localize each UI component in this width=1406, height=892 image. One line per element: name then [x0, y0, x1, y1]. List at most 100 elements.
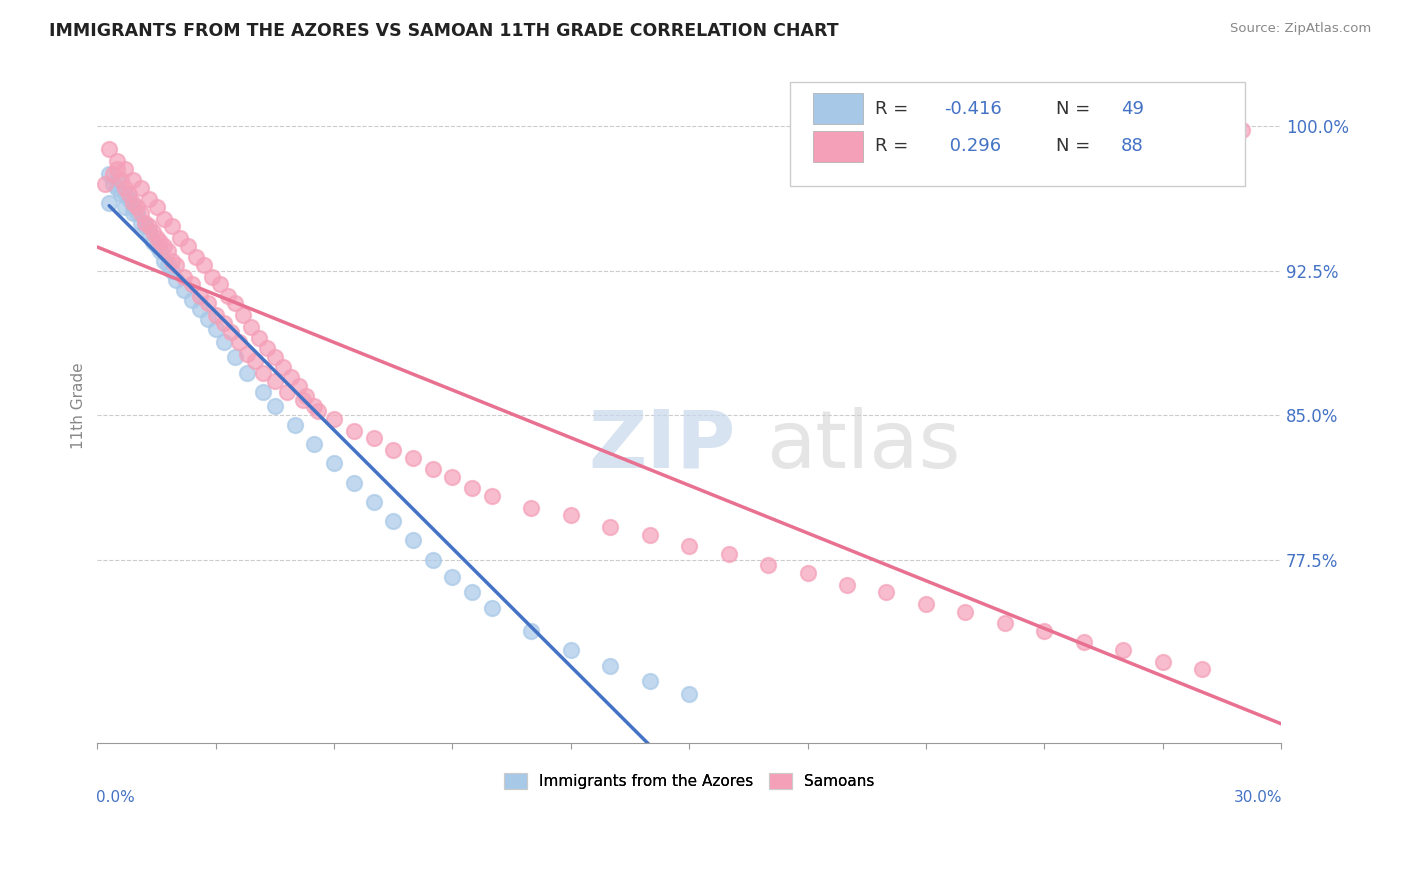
Point: [323, 456, 346, 470]
Point: [153, 254, 176, 268]
Point: [98, 142, 121, 156]
FancyBboxPatch shape: [814, 130, 863, 161]
Point: [461, 481, 484, 495]
Point: [101, 177, 124, 191]
Point: [121, 200, 143, 214]
Point: [402, 450, 425, 465]
Point: [224, 296, 246, 310]
Point: [129, 206, 152, 220]
Point: [264, 374, 287, 388]
Point: [105, 161, 128, 176]
Point: [169, 231, 191, 245]
Text: 88: 88: [1121, 137, 1144, 155]
Point: [481, 489, 503, 503]
Point: [256, 341, 278, 355]
Point: [162, 219, 184, 234]
Point: [232, 308, 254, 322]
Point: [145, 200, 167, 214]
Point: [193, 258, 215, 272]
Point: [915, 597, 938, 611]
Text: N =: N =: [1056, 100, 1097, 118]
Point: [955, 605, 977, 619]
Point: [138, 193, 160, 207]
Point: [756, 558, 779, 573]
Point: [142, 225, 165, 239]
Point: [110, 186, 132, 201]
Point: [173, 269, 195, 284]
Point: [118, 186, 141, 201]
Point: [1191, 662, 1213, 676]
Point: [208, 277, 231, 292]
Point: [276, 385, 298, 400]
Point: [153, 211, 176, 226]
Point: [307, 404, 329, 418]
Point: [678, 539, 700, 553]
Point: [796, 566, 818, 580]
Point: [212, 334, 235, 349]
Point: [1033, 624, 1056, 638]
Point: [134, 219, 156, 234]
Point: [875, 585, 897, 599]
Point: [134, 219, 156, 234]
Point: [138, 225, 160, 239]
Point: [441, 470, 464, 484]
Point: [145, 231, 167, 245]
Point: [121, 173, 143, 187]
Point: [105, 153, 128, 168]
Point: [114, 181, 136, 195]
Point: [599, 520, 621, 534]
Point: [165, 273, 187, 287]
FancyBboxPatch shape: [790, 82, 1246, 186]
Point: [184, 250, 207, 264]
Point: [125, 200, 148, 214]
Point: [118, 193, 141, 207]
Point: [94, 177, 117, 191]
Point: [243, 354, 266, 368]
Point: [162, 254, 184, 268]
FancyBboxPatch shape: [814, 94, 863, 125]
Text: N =: N =: [1056, 137, 1097, 155]
Point: [121, 206, 143, 220]
Point: [138, 219, 160, 234]
Point: [134, 216, 156, 230]
Point: [217, 289, 239, 303]
Point: [247, 331, 270, 345]
Text: R =: R =: [875, 100, 914, 118]
Text: atlas: atlas: [766, 407, 960, 485]
Point: [304, 399, 326, 413]
Point: [291, 392, 314, 407]
Point: [994, 616, 1017, 631]
Point: [323, 412, 346, 426]
Point: [145, 238, 167, 252]
Point: [197, 311, 219, 326]
Point: [114, 161, 136, 176]
Point: [402, 533, 425, 548]
Point: [212, 316, 235, 330]
Point: [121, 196, 143, 211]
Point: [228, 334, 250, 349]
Point: [181, 293, 204, 307]
Point: [98, 168, 121, 182]
Point: [221, 326, 243, 340]
Point: [101, 168, 124, 182]
Point: [1152, 655, 1174, 669]
Point: [204, 308, 226, 322]
Point: [105, 173, 128, 187]
Point: [236, 366, 259, 380]
Point: [1230, 123, 1253, 137]
Point: [149, 244, 172, 259]
Point: [678, 687, 700, 701]
Point: [98, 196, 121, 211]
Text: 0.296: 0.296: [943, 137, 1001, 155]
Point: [264, 351, 287, 365]
Point: [520, 624, 543, 638]
Point: [224, 351, 246, 365]
Point: [422, 552, 444, 566]
Point: [240, 319, 263, 334]
Point: [165, 258, 187, 272]
Point: [252, 385, 274, 400]
Point: [188, 289, 211, 303]
Point: [162, 264, 184, 278]
Point: [188, 302, 211, 317]
Point: [114, 186, 136, 201]
